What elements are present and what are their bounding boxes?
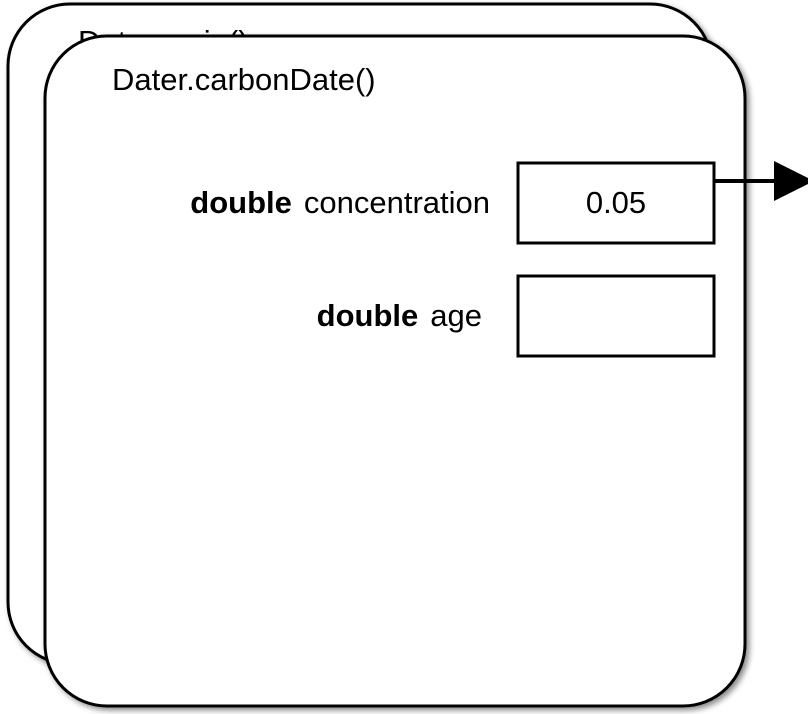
- front-frame: [43, 34, 747, 708]
- variable-name: concentration: [304, 185, 490, 220]
- value-box: [516, 161, 716, 245]
- variable-type: double: [190, 185, 292, 220]
- variable-label: double age: [317, 298, 482, 333]
- variable-value: 0.05: [586, 185, 646, 220]
- variable-name: age: [430, 298, 482, 333]
- variable-type: double: [317, 298, 419, 333]
- front-frame-title: Dater.carbonDate(): [112, 62, 376, 97]
- variable-label: double concentration: [190, 185, 490, 220]
- value-box: [516, 274, 716, 358]
